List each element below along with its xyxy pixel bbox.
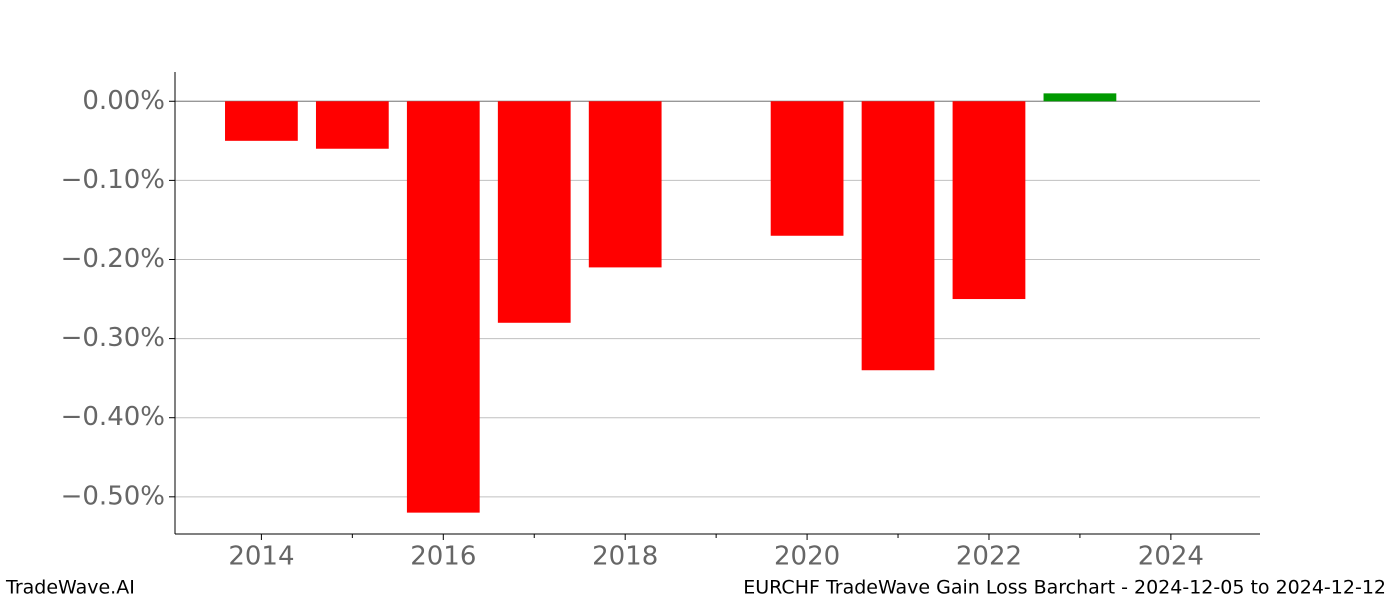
bar	[770, 101, 844, 236]
bar	[497, 101, 571, 323]
y-tick-label: −0.30%	[61, 323, 165, 353]
bar	[1043, 93, 1117, 102]
y-tick-label: −0.20%	[61, 244, 165, 274]
bar	[406, 101, 480, 513]
x-tick-label: 2014	[228, 542, 294, 572]
bar	[952, 101, 1026, 300]
x-tick-label: 2024	[1138, 542, 1204, 572]
x-tick-label: 2022	[956, 542, 1022, 572]
y-tick-label: −0.10%	[61, 165, 165, 195]
x-tick-label: 2016	[410, 542, 476, 572]
x-tick-label: 2020	[774, 542, 840, 572]
y-tick-label: 0.00%	[82, 86, 165, 116]
x-tick-label: 2018	[592, 542, 658, 572]
chart-title: EURCHF TradeWave Gain Loss Barchart - 20…	[743, 577, 1386, 599]
bar	[588, 101, 662, 268]
y-tick-label: −0.40%	[61, 402, 165, 432]
watermark: TradeWave.AI	[5, 577, 135, 599]
bar	[861, 101, 935, 371]
bar	[315, 101, 389, 149]
bar	[225, 101, 298, 141]
y-tick-label: −0.50%	[61, 481, 165, 511]
